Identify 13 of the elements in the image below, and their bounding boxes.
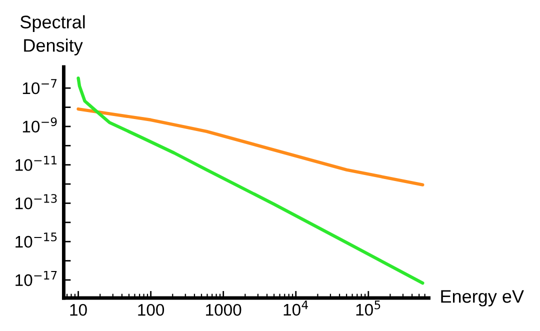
x-axis-title: Energy eV [441, 290, 524, 306]
x-tick-label: 1000 [206, 304, 242, 316]
y-tick-label: 10$^{−7}$ [22, 79, 57, 94]
x-tick-label: 10 [70, 304, 87, 316]
y-tick-label: 10$^{−9}$ [22, 117, 57, 133]
y-tick-label: 10$^{−15}$ [16, 232, 57, 248]
x-tick-label: 10$^{4}$ [284, 300, 308, 316]
x-tick-label: 100 [138, 304, 164, 316]
y-axis-title: Spectral Density [20, 15, 85, 56]
y-tick-label: 10$^{−11}$ [16, 156, 57, 171]
y-tick-label: 10$^{−17}$ [16, 271, 57, 286]
y-tick-label: 10$^{−13}$ [16, 194, 57, 210]
x-tick-label: 10$^{5}$ [356, 300, 380, 316]
